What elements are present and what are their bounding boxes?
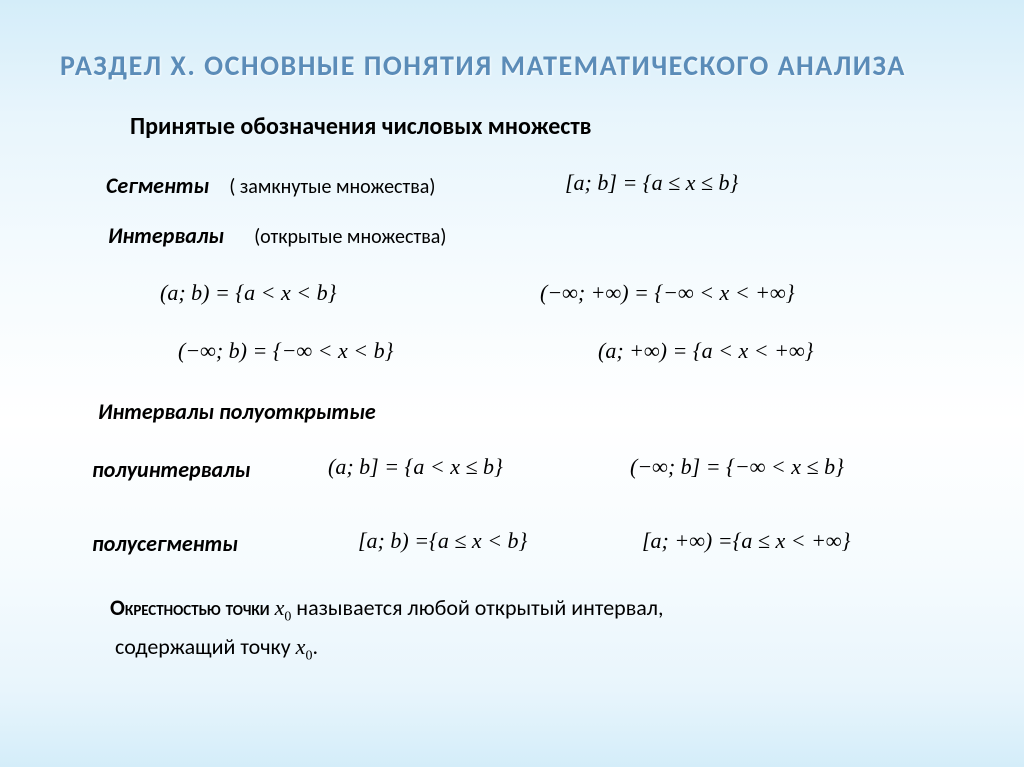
halfsegments-f2: [a; +∞) ={a ≤ x < +∞} <box>642 528 850 554</box>
halfintervals-term: полуинтервалы <box>92 456 250 483</box>
neighborhood-text: Окрестностью точки x0 называется любой о… <box>110 590 964 668</box>
neighborhood-mid: называется любой открытый интервал, <box>291 594 663 621</box>
segments-term: Сегменты <box>106 172 209 199</box>
halfsegments-term: полусегменты <box>92 530 238 557</box>
intervals-f3: (−∞; b) = {−∞ < x < b} <box>178 338 393 364</box>
halfsegments-f1: [a; b) ={a ≤ x < b} <box>358 528 527 554</box>
intervals-f1: (a; b) = {a < x < b} <box>160 280 336 306</box>
segments-formula: [a; b] = {a ≤ x ≤ b} <box>565 170 738 196</box>
slide-title: РАЗДЕЛ Х. ОСНОВНЫЕ ПОНЯТИЯ МАТЕМАТИЧЕСКО… <box>60 48 984 83</box>
intervals-paren: (открытые множества) <box>254 225 446 249</box>
intervals-term: Интервалы <box>108 222 224 249</box>
slide-subtitle: Принятые обозначения числовых множеств <box>130 112 592 141</box>
neighborhood-var1: x0 <box>275 595 292 620</box>
neighborhood-lead: Окрестностью точки <box>110 594 275 621</box>
halfopen-heading: Интервалы полуоткрытые <box>98 398 376 425</box>
neighborhood-var2: x0 <box>296 634 313 659</box>
segments-paren: ( замкнутые множества) <box>229 175 435 199</box>
neighborhood-line2a: содержащий точку <box>115 633 296 660</box>
intervals-f4: (a; +∞) = {a < x < +∞} <box>598 338 813 364</box>
halfintervals-f1: (a; b] = {a < x ≤ b} <box>328 454 503 480</box>
intervals-f2: (−∞; +∞) = {−∞ < x < +∞} <box>540 280 795 306</box>
halfintervals-f2: (−∞; b] = {−∞ < x ≤ b} <box>630 454 844 480</box>
neighborhood-period: . <box>312 633 318 660</box>
